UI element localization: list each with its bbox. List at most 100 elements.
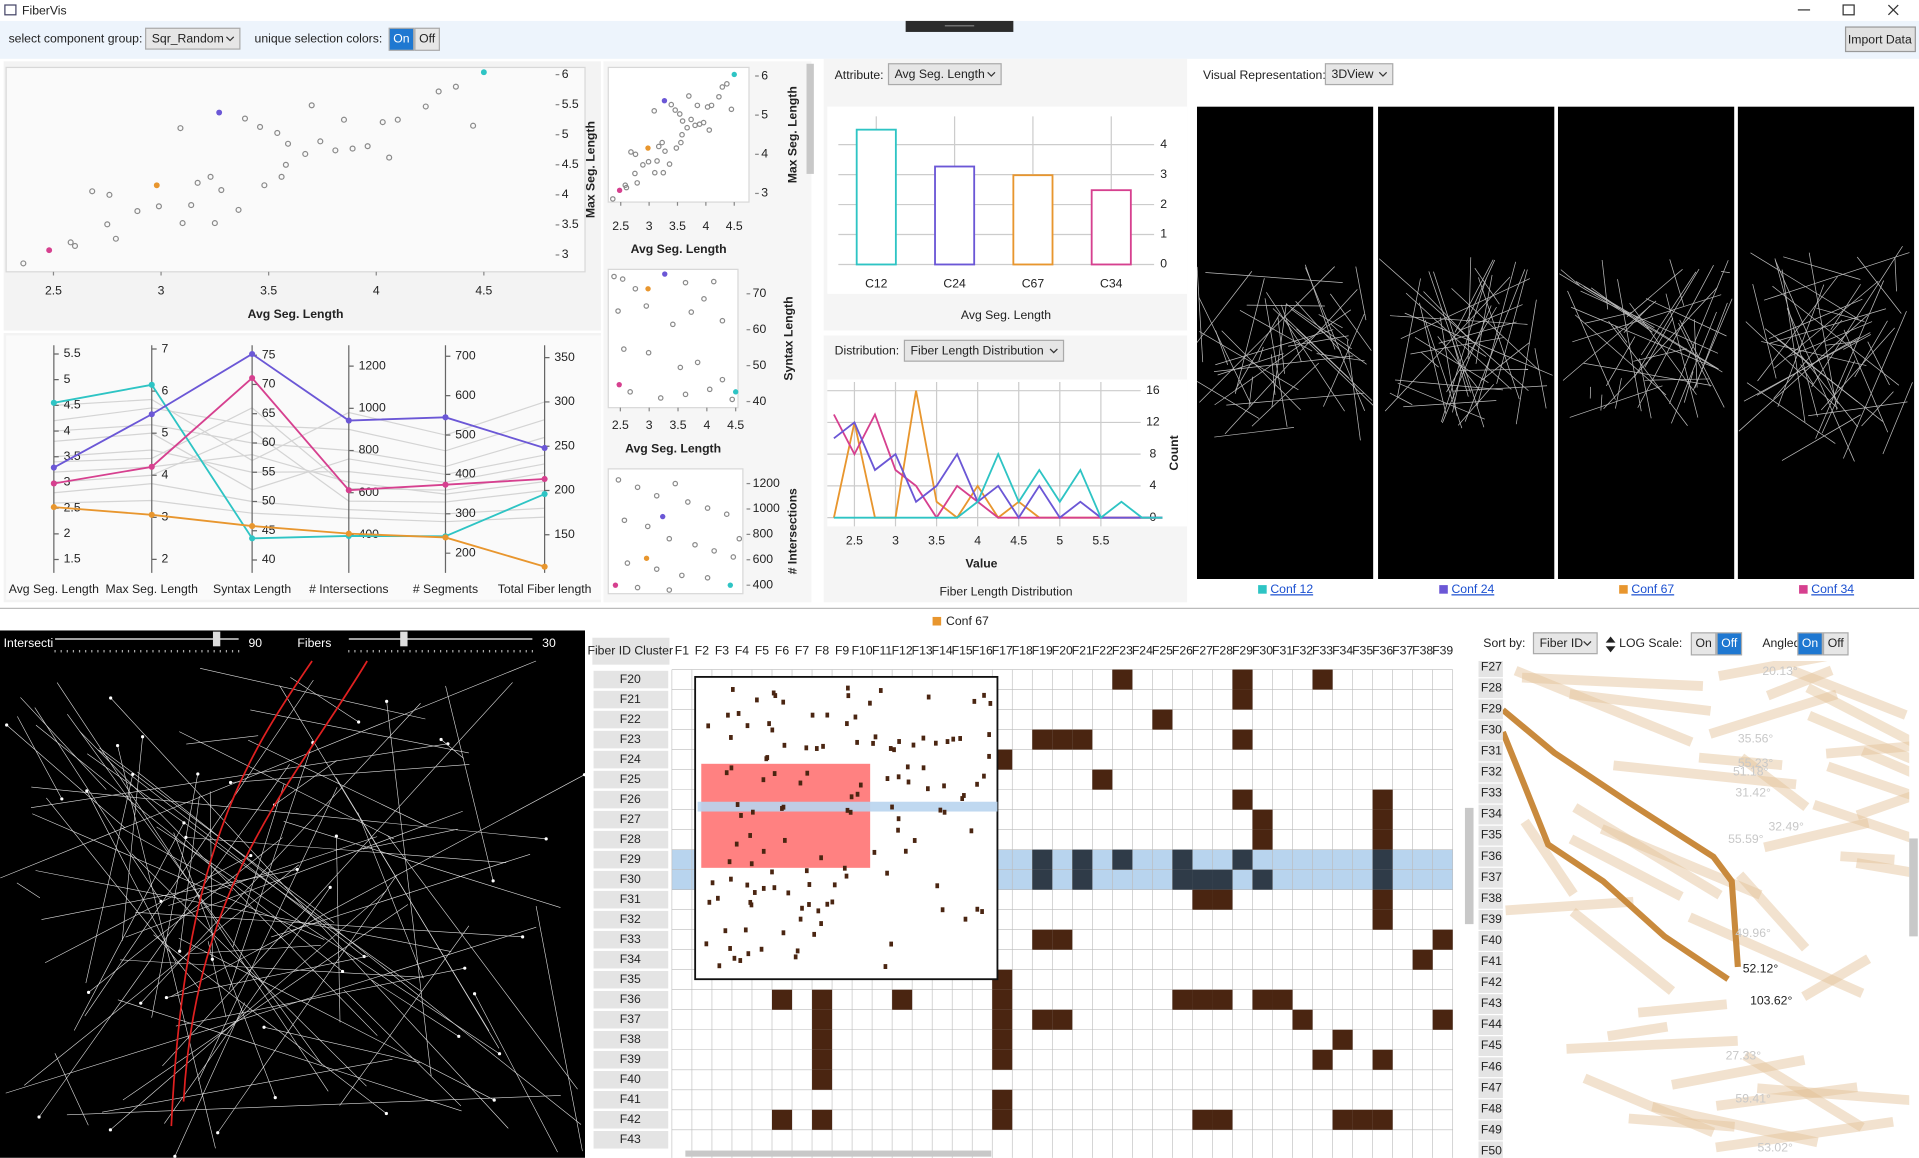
dropdown-arrow — [1583, 640, 1592, 646]
fiber-segment — [1266, 292, 1345, 412]
overview-cell — [872, 849, 877, 855]
overview-cell — [975, 781, 979, 787]
data-point — [282, 161, 289, 168]
fiber-segment — [387, 835, 578, 1090]
fiber-segment — [1496, 269, 1528, 384]
y-tick-label: 800 — [753, 527, 774, 541]
overview-cell — [906, 779, 911, 785]
sort-direction[interactable] — [1605, 636, 1616, 653]
fiber-segment — [1671, 311, 1717, 424]
overview-cell — [771, 690, 776, 696]
row-label-cell — [1478, 741, 1503, 762]
dropdown[interactable] — [887, 63, 1002, 86]
data-point — [284, 140, 292, 147]
fiber-segment — [1745, 321, 1839, 409]
matrix-cell — [1232, 689, 1253, 710]
profile-point — [249, 374, 256, 382]
overview-cell — [975, 906, 980, 912]
data-point — [704, 505, 711, 511]
angle-label: 20.13° — [1762, 664, 1798, 678]
axis-label: Syntax Length — [213, 582, 291, 596]
row-label: F23 — [620, 732, 641, 746]
dropdown[interactable] — [903, 339, 1065, 362]
data-point — [20, 260, 27, 267]
fiber-strand — [1521, 672, 1704, 691]
fiber-segment — [1288, 335, 1349, 347]
overview-cell — [825, 712, 830, 718]
overview-cell — [716, 895, 720, 901]
fiber-strand — [1651, 1101, 1819, 1148]
fiber-segment — [230, 764, 470, 783]
background-line — [53, 432, 545, 491]
selected-point — [662, 271, 668, 277]
data-point — [332, 147, 339, 154]
fiber-segment — [1567, 290, 1616, 400]
row-label-cell — [1478, 930, 1503, 951]
x-tick-label: 4.5 — [1010, 533, 1027, 547]
row-label: F45 — [1481, 1038, 1502, 1052]
overview-cell — [911, 742, 916, 748]
toggle-on[interactable] — [1690, 632, 1717, 656]
fiber-segment — [1773, 319, 1843, 399]
slider-thumb[interactable] — [212, 631, 221, 647]
import-button[interactable] — [1844, 26, 1916, 53]
toggle-off[interactable] — [1716, 632, 1743, 656]
plot-area — [827, 379, 1188, 527]
overview-cell — [982, 692, 986, 698]
maximize[interactable] — [1842, 4, 1855, 16]
fiber-segment — [1645, 298, 1727, 337]
legend-link[interactable]: Conf 24 — [1451, 582, 1494, 596]
x-tick-label: 4.5 — [475, 284, 492, 298]
fiber-segment — [1683, 371, 1694, 403]
legend-link[interactable]: Conf 67 — [1631, 582, 1674, 596]
overview-cell — [845, 721, 849, 727]
dropdown[interactable] — [1324, 63, 1394, 86]
slider-thumb[interactable] — [400, 631, 408, 647]
angle-label: 55.59° — [1728, 832, 1764, 846]
x-tick-label: 4 — [702, 219, 709, 233]
fiber-segment — [200, 668, 426, 720]
toggle-on[interactable] — [388, 27, 415, 51]
matrix-cell — [812, 1049, 833, 1070]
dropdown[interactable] — [145, 27, 241, 50]
column-label: F34 — [1332, 643, 1353, 657]
matrix-cell — [1052, 729, 1073, 750]
data-point — [211, 220, 218, 227]
overview-cell — [798, 780, 803, 786]
profile-point — [541, 475, 548, 483]
overview-cell — [940, 907, 945, 913]
fiber-segment — [1617, 279, 1642, 412]
axis-tick-label: 600 — [455, 388, 476, 402]
fiber-segment — [445, 685, 494, 881]
distribution-line — [833, 451, 1163, 520]
matrix-cell — [1052, 1009, 1073, 1030]
toolbar-label: unique selection colors: — [255, 32, 383, 46]
column-label: F18 — [1012, 643, 1033, 657]
toggle-off[interactable] — [414, 27, 440, 51]
x-tick-label: 2.5 — [45, 284, 62, 298]
fiber-segment — [1258, 346, 1264, 362]
overview-cell — [903, 848, 908, 854]
axis-tick-label: 5 — [64, 372, 71, 386]
fiber-segment — [1221, 330, 1301, 411]
row-label: F34 — [1481, 807, 1502, 821]
intersection — [60, 797, 64, 801]
data-point — [692, 541, 698, 548]
intersection — [497, 1052, 502, 1056]
fiber-segment — [87, 753, 422, 992]
overview-cell — [945, 739, 950, 744]
fiber-segment — [1843, 311, 1907, 459]
fiber-segment — [1757, 276, 1838, 382]
row-label: F47 — [1481, 1080, 1502, 1094]
toggle-on-label: On — [1802, 636, 1818, 650]
overview-cell — [892, 747, 896, 753]
legend-link[interactable]: Conf 34 — [1811, 582, 1854, 596]
fiber-segment — [1290, 308, 1367, 365]
dropdown-value: Fiber Length Distribution — [911, 344, 1044, 358]
legend-link[interactable]: Conf 12 — [1270, 582, 1313, 596]
toggle-off[interactable] — [1822, 632, 1849, 656]
dropdown[interactable] — [1532, 632, 1598, 655]
row-label: F31 — [620, 892, 641, 906]
x-tick-label: 3.5 — [260, 284, 277, 298]
toggle-on[interactable] — [1797, 632, 1823, 656]
